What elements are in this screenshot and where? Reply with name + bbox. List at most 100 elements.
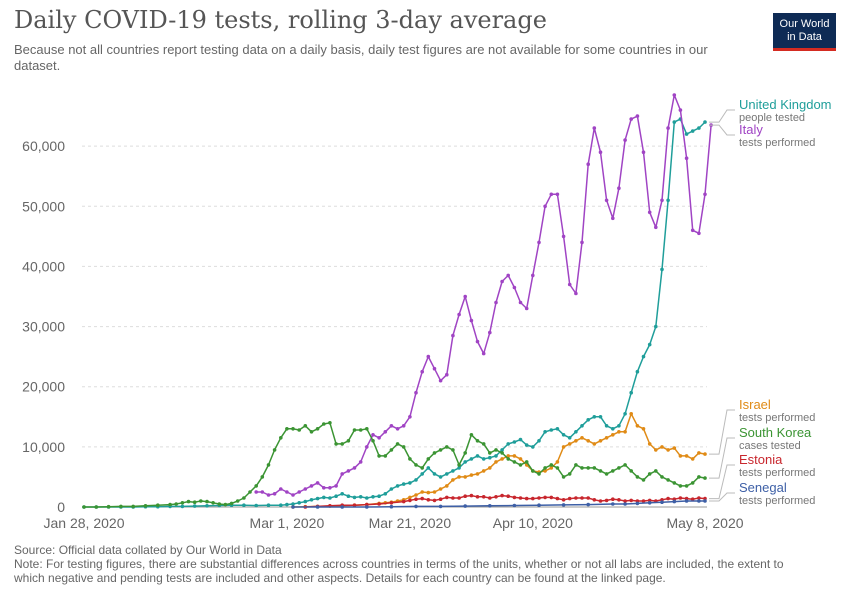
data-point bbox=[574, 496, 578, 500]
data-point bbox=[617, 466, 621, 470]
data-point bbox=[641, 499, 646, 503]
data-point bbox=[586, 439, 590, 443]
data-point bbox=[641, 354, 646, 359]
data-point bbox=[506, 494, 511, 499]
data-point bbox=[611, 502, 615, 506]
data-point bbox=[488, 504, 492, 508]
data-point bbox=[586, 502, 590, 507]
data-point bbox=[654, 469, 658, 473]
legend-series-unit: tests performed bbox=[739, 137, 815, 149]
data-point bbox=[297, 501, 302, 505]
data-point bbox=[254, 484, 258, 488]
legend-connector bbox=[709, 124, 735, 136]
legend-series-unit: people tested bbox=[739, 112, 805, 124]
data-point bbox=[567, 436, 572, 440]
data-point bbox=[389, 448, 394, 452]
data-point bbox=[586, 418, 590, 422]
data-point bbox=[524, 443, 529, 447]
data-point bbox=[322, 486, 326, 490]
data-point bbox=[561, 503, 566, 507]
owid-logo[interactable]: Our World in Data bbox=[773, 13, 836, 51]
data-point bbox=[328, 496, 332, 500]
data-point bbox=[463, 294, 468, 299]
data-point bbox=[426, 457, 431, 461]
data-point bbox=[592, 466, 597, 470]
data-point bbox=[309, 484, 314, 488]
data-point bbox=[414, 463, 418, 467]
data-point bbox=[488, 455, 492, 460]
data-point bbox=[451, 333, 455, 338]
data-point bbox=[697, 496, 701, 500]
data-point bbox=[574, 291, 578, 296]
data-point bbox=[580, 466, 584, 470]
data-point bbox=[451, 469, 455, 473]
data-point bbox=[518, 437, 523, 442]
data-point bbox=[678, 108, 683, 112]
data-point bbox=[285, 427, 289, 431]
data-point bbox=[592, 126, 597, 130]
data-point bbox=[506, 457, 511, 461]
data-point bbox=[697, 475, 701, 479]
data-point bbox=[340, 472, 345, 476]
data-point bbox=[678, 496, 683, 500]
data-point bbox=[272, 448, 277, 452]
data-point bbox=[463, 475, 468, 479]
data-point bbox=[537, 439, 541, 443]
data-point bbox=[537, 496, 541, 500]
data-point bbox=[697, 451, 701, 455]
series-line bbox=[293, 500, 705, 508]
y-tick-label: 60,000 bbox=[22, 138, 65, 154]
data-point bbox=[481, 495, 486, 499]
data-point bbox=[315, 496, 320, 501]
legend-series-name: Senegal bbox=[739, 480, 787, 495]
legend-series-unit: tests performed bbox=[739, 412, 815, 424]
data-point bbox=[635, 114, 640, 118]
data-point bbox=[322, 495, 326, 500]
data-point bbox=[457, 466, 461, 470]
data-point bbox=[494, 460, 498, 464]
data-point bbox=[266, 493, 271, 497]
y-tick-label: 40,000 bbox=[22, 258, 65, 274]
legend-series-unit: tests performed bbox=[739, 495, 815, 507]
data-point bbox=[463, 460, 468, 464]
data-point bbox=[531, 496, 535, 501]
data-point bbox=[481, 469, 486, 473]
data-point bbox=[481, 351, 486, 356]
data-point bbox=[543, 495, 547, 500]
data-point bbox=[703, 192, 707, 197]
data-point bbox=[611, 433, 615, 437]
data-point bbox=[272, 492, 277, 496]
data-point bbox=[647, 472, 652, 476]
data-point bbox=[703, 499, 707, 503]
data-point bbox=[623, 430, 627, 434]
data-point bbox=[168, 502, 172, 507]
data-point bbox=[586, 162, 590, 166]
data-point bbox=[629, 412, 633, 416]
data-point bbox=[371, 439, 375, 443]
data-point bbox=[414, 504, 418, 509]
y-tick-label: 0 bbox=[57, 499, 65, 515]
data-point bbox=[654, 324, 658, 329]
legend-connector bbox=[709, 437, 735, 479]
data-point bbox=[192, 504, 197, 508]
data-point bbox=[524, 460, 529, 464]
data-point bbox=[574, 439, 578, 443]
data-point bbox=[156, 503, 160, 508]
data-point bbox=[475, 472, 480, 476]
data-point bbox=[352, 428, 357, 432]
data-point bbox=[561, 475, 566, 479]
series-line bbox=[305, 494, 706, 508]
data-point bbox=[647, 501, 652, 505]
chart-subtitle: Because not all countries report testing… bbox=[14, 42, 708, 73]
data-point bbox=[334, 484, 338, 488]
data-point bbox=[567, 496, 572, 501]
data-point bbox=[703, 452, 707, 456]
data-point bbox=[358, 428, 363, 432]
data-point bbox=[660, 445, 664, 449]
x-tick-label: Apr 10, 2020 bbox=[493, 515, 573, 531]
data-point bbox=[199, 499, 203, 503]
data-point bbox=[488, 496, 492, 500]
data-point bbox=[285, 490, 289, 494]
data-point bbox=[660, 475, 664, 479]
legend-connector bbox=[709, 492, 735, 502]
